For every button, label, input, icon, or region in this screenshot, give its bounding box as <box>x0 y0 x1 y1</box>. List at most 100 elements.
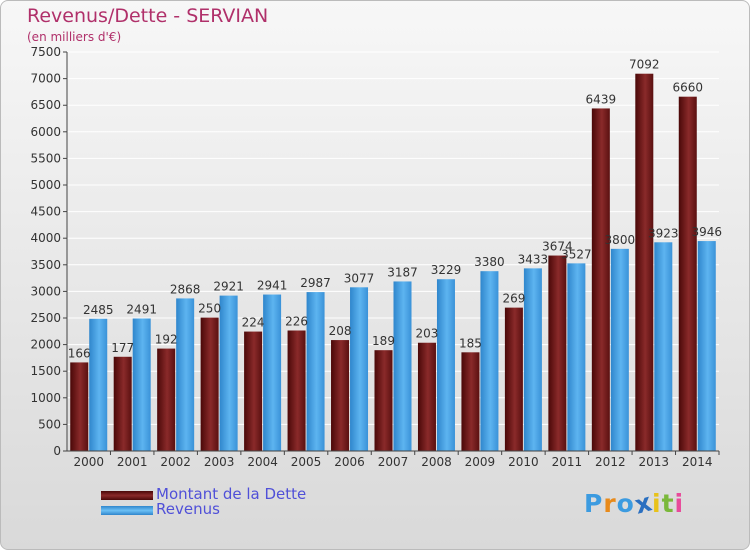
legend-label-debt: Montant de la Dette <box>156 485 307 503</box>
data-label-revenue: 3800 <box>605 233 636 247</box>
bar-revenue <box>306 292 325 451</box>
data-label-revenue: 3923 <box>648 226 679 240</box>
data-label-debt: 226 <box>285 315 308 329</box>
data-label-revenue: 2921 <box>213 280 244 294</box>
logo-letter: P <box>584 489 604 518</box>
x-tick-label: 2000 <box>73 455 104 469</box>
data-label-debt: 177 <box>111 341 134 355</box>
bar-revenue <box>89 318 108 451</box>
y-tick-label: 2000 <box>30 338 61 352</box>
bar-revenue <box>263 294 282 451</box>
x-tick-label: 2006 <box>334 455 365 469</box>
bar-revenue <box>219 295 238 451</box>
x-tick-label: 2009 <box>465 455 496 469</box>
bar-revenue <box>393 281 412 451</box>
legend-swatch-debt <box>101 491 153 500</box>
bar-debt <box>678 96 697 452</box>
bar-revenue <box>480 271 499 451</box>
data-label-debt: 166 <box>68 346 91 360</box>
y-tick-label: 3500 <box>30 258 61 272</box>
proxiti-logo: Proxiti <box>584 487 685 519</box>
data-label-debt: 203 <box>416 327 439 341</box>
y-tick-label: 2500 <box>30 311 61 325</box>
data-label-debt: 3674 <box>542 240 573 254</box>
y-tick-label: 6500 <box>30 98 61 112</box>
bar-debt <box>461 352 480 451</box>
bar-revenue <box>654 242 673 451</box>
data-label-revenue: 3946 <box>691 225 722 239</box>
y-tick-label: 500 <box>38 417 61 431</box>
data-label-revenue: 2868 <box>170 282 201 296</box>
data-label-debt: 6439 <box>586 92 617 106</box>
x-tick-label: 2008 <box>421 455 452 469</box>
x-tick-label: 2002 <box>160 455 191 469</box>
x-tick-label: 2013 <box>639 455 670 469</box>
data-label-revenue: 3433 <box>518 252 549 266</box>
bar-debt <box>635 73 654 451</box>
y-tick-label: 3000 <box>30 284 61 298</box>
data-label-revenue: 3077 <box>344 271 375 285</box>
y-tick-label: 6000 <box>30 125 61 139</box>
data-label-debt: 7092 <box>629 58 660 72</box>
bar-revenue <box>523 268 542 451</box>
data-label-revenue: 3229 <box>431 263 462 277</box>
data-label-debt: 250 <box>198 302 221 316</box>
bar-revenue <box>132 318 151 451</box>
x-tick-label: 2007 <box>378 455 409 469</box>
bar-revenue <box>176 298 195 451</box>
chart-subtitle: (en milliers d'€) <box>27 30 122 44</box>
data-label-revenue: 2987 <box>300 276 331 290</box>
bar-debt <box>374 350 393 451</box>
x-tick-label: 2010 <box>508 455 539 469</box>
bar-debt <box>200 317 219 451</box>
data-label-revenue: 3187 <box>387 265 418 279</box>
x-tick-label: 2011 <box>552 455 583 469</box>
bar-debt <box>287 330 306 451</box>
data-label-revenue: 3527 <box>561 247 592 261</box>
y-tick-label: 1500 <box>30 364 61 378</box>
bar-debt <box>548 255 567 451</box>
chart-title: Revenus/Dette - SERVIAN <box>27 5 269 27</box>
y-tick-label: 7500 <box>30 45 61 59</box>
bar-revenue <box>567 263 586 451</box>
y-tick-label: 4000 <box>30 231 61 245</box>
x-tick-label: 2001 <box>117 455 148 469</box>
legend-swatch-revenue <box>101 506 153 515</box>
data-label-debt: 192 <box>155 333 178 347</box>
x-tick-label: 2004 <box>247 455 278 469</box>
bar-revenue <box>697 241 716 451</box>
bar-debt <box>113 356 132 451</box>
legend-label-revenue: Revenus <box>156 500 220 518</box>
x-tick-label: 2012 <box>595 455 626 469</box>
data-label-debt: 6660 <box>672 81 703 95</box>
data-label-debt: 224 <box>242 316 265 330</box>
bar-debt <box>417 342 436 451</box>
y-tick-label: 5000 <box>30 178 61 192</box>
data-label-debt: 208 <box>329 324 352 338</box>
x-tick-label: 2014 <box>682 455 713 469</box>
logo-letter: t <box>661 489 675 518</box>
y-tick-label: 5500 <box>30 151 61 165</box>
y-tick-label: 0 <box>53 444 61 458</box>
bar-revenue <box>350 287 369 451</box>
data-label-debt: 185 <box>459 336 482 350</box>
logo-letter: i <box>674 489 685 518</box>
y-tick-label: 1000 <box>30 391 61 405</box>
data-label-revenue: 3380 <box>474 255 505 269</box>
data-label-debt: 269 <box>502 292 525 306</box>
bar-debt <box>157 348 176 451</box>
x-tick-label: 2003 <box>204 455 235 469</box>
data-label-revenue: 2491 <box>126 302 157 316</box>
bar-debt <box>591 108 610 452</box>
bar-revenue <box>610 248 629 451</box>
bar-debt <box>331 340 350 451</box>
bar-debt <box>504 307 523 451</box>
y-tick-label: 4500 <box>30 205 61 219</box>
data-label-revenue: 2941 <box>257 279 288 293</box>
bar-debt <box>244 331 263 451</box>
bar-revenue <box>436 279 455 451</box>
bar-debt <box>70 362 89 451</box>
y-tick-label: 7000 <box>30 72 61 86</box>
